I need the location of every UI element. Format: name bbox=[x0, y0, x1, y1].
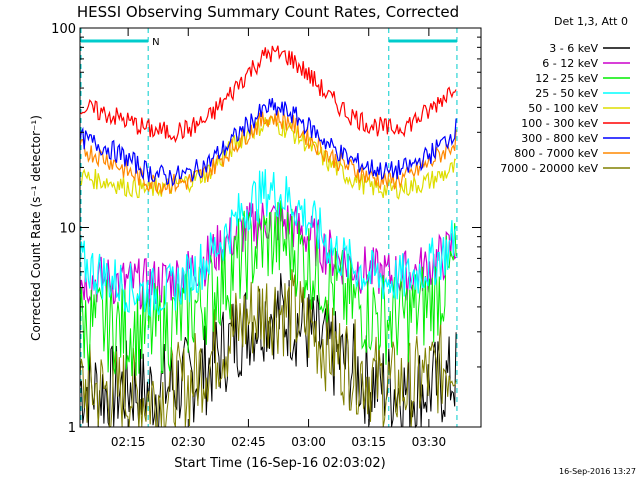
legend-label: 12 - 25 keV bbox=[535, 72, 598, 85]
legend-label: 7000 - 20000 keV bbox=[500, 162, 598, 175]
series-group bbox=[79, 45, 457, 429]
x-tick-label: 03:00 bbox=[291, 435, 326, 449]
x-tick-label: 03:30 bbox=[412, 435, 447, 449]
series-line bbox=[79, 45, 457, 144]
x-tick-label: 02:15 bbox=[111, 435, 146, 449]
legend-label: 25 - 50 keV bbox=[535, 87, 598, 100]
series-line bbox=[79, 110, 457, 196]
y-tick-label: 1 bbox=[68, 421, 76, 436]
chart-title: HESSI Observing Summary Count Rates, Cor… bbox=[77, 3, 459, 21]
timestamp: 16-Sep-2016 13:27 bbox=[559, 467, 636, 476]
series-line bbox=[79, 116, 457, 200]
legend-label: 300 - 800 keV bbox=[521, 132, 598, 145]
night-label: N bbox=[152, 37, 159, 48]
x-axis-label: Start Time (16-Sep-16 02:03:02) bbox=[174, 456, 385, 471]
y-axis-label: Corrected Count Rate (s⁻¹ detector⁻¹) bbox=[29, 115, 43, 341]
series-line bbox=[79, 169, 457, 317]
x-tick-label: 02:30 bbox=[171, 435, 206, 449]
legend: 3 - 6 keV 6 - 12 keV 12 - 25 keV 25 - 50 ke… bbox=[500, 42, 630, 175]
legend-label: 100 - 300 keV bbox=[521, 117, 598, 130]
x-tick-label: 02:45 bbox=[231, 435, 266, 449]
legend-label: 6 - 12 keV bbox=[542, 57, 598, 70]
legend-label: 3 - 6 keV bbox=[549, 42, 598, 55]
legend-header: Det 1,3, Att 0 bbox=[554, 15, 628, 28]
x-tick-label: 03:15 bbox=[351, 435, 386, 449]
y-tick-label: 10 bbox=[59, 222, 76, 237]
series-line bbox=[79, 269, 457, 428]
series-line bbox=[79, 273, 457, 429]
series-line bbox=[79, 98, 457, 187]
y-tick-label: 100 bbox=[51, 22, 76, 37]
legend-label: 800 - 7000 keV bbox=[514, 147, 598, 160]
legend-label: 50 - 100 keV bbox=[528, 102, 598, 115]
axes: 02:15 02:30 02:45 03:00 03:15 03:30 1 10 100 bbox=[51, 22, 481, 449]
